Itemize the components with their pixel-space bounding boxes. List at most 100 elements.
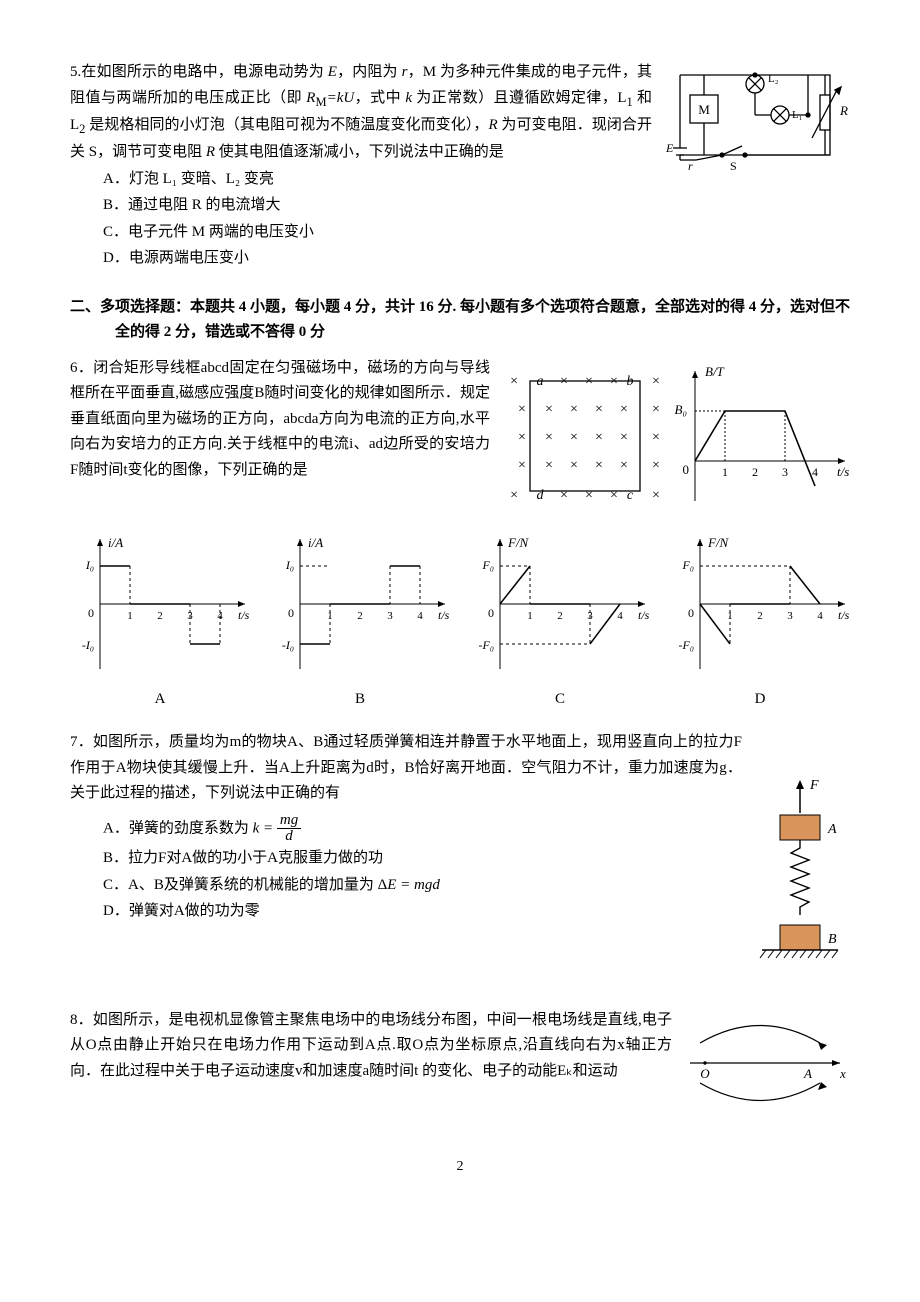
svg-text:t/s: t/s: [638, 608, 650, 622]
svg-text:i/A: i/A: [108, 535, 123, 550]
svg-text:b: b: [627, 374, 634, 389]
section-2-header: 二、多项选择题：本题共 4 小题，每小题 4 分，共计 16 分. 每小题有多个…: [70, 295, 850, 346]
svg-text:t/s: t/s: [838, 608, 850, 622]
q7-optC-E: E = mgd: [387, 877, 440, 893]
svg-text:2: 2: [157, 610, 163, 622]
q6-chart-D: F/N t/s F₀ -F₀ 0 1 2 3 4: [670, 529, 850, 712]
q5-t1: 在如图所示的电路中，电源电动势为: [81, 64, 328, 80]
svg-text:×: ×: [518, 430, 526, 445]
q6-number: 6．: [70, 360, 93, 376]
question-8: O A x 8．如图所示，是电视机显像管主聚焦电场中的电场线分布图，中间一根电场…: [70, 1008, 850, 1128]
svg-text:F/N: F/N: [707, 535, 730, 550]
svg-text:4: 4: [812, 465, 818, 479]
svg-text:B: B: [828, 932, 837, 947]
svg-text:×: ×: [510, 374, 518, 389]
q5-t7: 是规格相同的小灯泡（其电阻可视为不随温度变化而变化），: [85, 117, 488, 133]
q7-optA: A．弹簧的劲度系数为 k = mgd: [103, 813, 850, 846]
svg-text:×: ×: [518, 402, 526, 417]
svg-text:A: A: [827, 822, 837, 837]
q8-text: 如图所示，是电视机显像管主聚焦电场中的电场线分布图，中间一根电场线是直线,电子从…: [70, 1012, 672, 1079]
svg-text:0: 0: [88, 606, 94, 620]
q5-t2: ，内阻为: [337, 64, 402, 80]
page-number: 2: [70, 1155, 850, 1179]
q7-optD: D．弹簧对A做的功为零: [103, 899, 850, 925]
q5-optD: D．电源两端电压变小: [103, 246, 850, 272]
svg-text:×: ×: [620, 458, 628, 473]
q5-t4: ，式中: [354, 90, 405, 106]
svg-text:0: 0: [488, 606, 494, 620]
svg-text:×: ×: [620, 430, 628, 445]
svg-text:×: ×: [545, 458, 553, 473]
q5-RMsub: M: [315, 95, 326, 109]
svg-text:×: ×: [570, 402, 578, 417]
svg-text:×: ×: [570, 458, 578, 473]
q7-optA-num: mg: [277, 813, 301, 830]
label-S: S: [730, 159, 737, 173]
svg-text:×: ×: [545, 402, 553, 417]
q6-chart-A: i/A t/s I₀ -I₀ 0 1 2 3 4: [70, 529, 250, 712]
svg-text:I₀: I₀: [85, 558, 94, 572]
q7-optB: B．拉力F对A做的功小于A克服重力做的功: [103, 846, 850, 872]
svg-text:0: 0: [288, 606, 294, 620]
q6-label-A: A: [70, 687, 250, 713]
q5-t5: 为正常数）且遵循欧姆定律，L: [412, 90, 627, 106]
svg-text:×: ×: [620, 402, 628, 417]
svg-text:×: ×: [652, 430, 660, 445]
svg-text:×: ×: [560, 374, 568, 389]
q7-figure: F A B: [750, 775, 850, 990]
q7-stem: 7．如图所示，质量均为m的物块A、B通过轻质弹簧相连并静置于水平地面上，现用竖直…: [70, 730, 850, 807]
q5-optC: C．电子元件 M 两端的电压变小: [103, 220, 850, 246]
svg-text:-I₀: -I₀: [82, 638, 94, 652]
svg-text:3: 3: [387, 610, 393, 622]
q6-label-D: D: [670, 687, 850, 713]
svg-text:0: 0: [688, 606, 694, 620]
svg-text:0: 0: [683, 462, 690, 477]
svg-text:1: 1: [127, 610, 133, 622]
svg-text:-I₀: -I₀: [282, 638, 294, 652]
svg-text:3: 3: [782, 465, 788, 479]
svg-text:d: d: [537, 488, 545, 503]
q5-Rv: R: [488, 117, 497, 133]
q6-chart-C: F/N t/s F₀ -F₀ 0 1 2 3 4: [470, 529, 650, 712]
svg-text:×: ×: [595, 430, 603, 445]
svg-text:t/s: t/s: [438, 608, 450, 622]
svg-text:2: 2: [357, 610, 363, 622]
svg-text:B₀: B₀: [675, 402, 687, 417]
svg-text:t/s: t/s: [238, 608, 250, 622]
svg-text:×: ×: [652, 402, 660, 417]
svg-text:A: A: [803, 1066, 812, 1081]
svg-text:2: 2: [757, 610, 763, 622]
svg-text:×: ×: [570, 430, 578, 445]
svg-text:×: ×: [652, 488, 660, 503]
svg-text:i/A: i/A: [308, 535, 323, 550]
q6-chart-B: i/A t/s I₀ -I₀ 0 1 2 3 4: [270, 529, 450, 712]
q5-circuit-figure: M L₂ L₁ S E r R: [660, 60, 850, 190]
svg-text:x: x: [839, 1066, 846, 1081]
svg-text:×: ×: [595, 458, 603, 473]
q5-number: 5.: [70, 64, 81, 80]
svg-text:4: 4: [817, 610, 823, 622]
svg-text:c: c: [627, 488, 634, 503]
q7-options: A．弹簧的劲度系数为 k = mgd B．拉力F对A做的功小于A克服重力做的功 …: [70, 813, 850, 925]
q6-label-C: C: [470, 687, 650, 713]
svg-text:-F₀: -F₀: [679, 638, 695, 652]
label-R: R: [839, 103, 848, 118]
q5-eq: =kU: [327, 90, 355, 106]
question-5: M L₂ L₁ S E r R 5.在如图所示的电路中，电源电动势为 E，内阻为…: [70, 60, 850, 273]
q5-E: E: [328, 64, 337, 80]
svg-text:I₀: I₀: [285, 558, 294, 572]
svg-text:×: ×: [652, 458, 660, 473]
q6-label-B: B: [270, 687, 450, 713]
svg-text:1: 1: [722, 465, 728, 479]
label-r: r: [688, 159, 693, 173]
label-L2: L₂: [768, 73, 779, 85]
svg-text:×: ×: [585, 488, 593, 503]
svg-text:3: 3: [787, 610, 793, 622]
svg-text:×: ×: [545, 430, 553, 445]
svg-text:B/T: B/T: [705, 364, 725, 379]
svg-text:1: 1: [527, 610, 533, 622]
svg-text:×: ×: [610, 374, 618, 389]
label-L1: L₁: [792, 109, 803, 121]
q7-optC-prefix: C．A、B及弹簧系统的机械能的增加量为 Δ: [103, 877, 387, 893]
q6-figures: ×a ×b ×d ×c ××× ×××××× ×××××× ×××××× ×××: [500, 356, 850, 526]
